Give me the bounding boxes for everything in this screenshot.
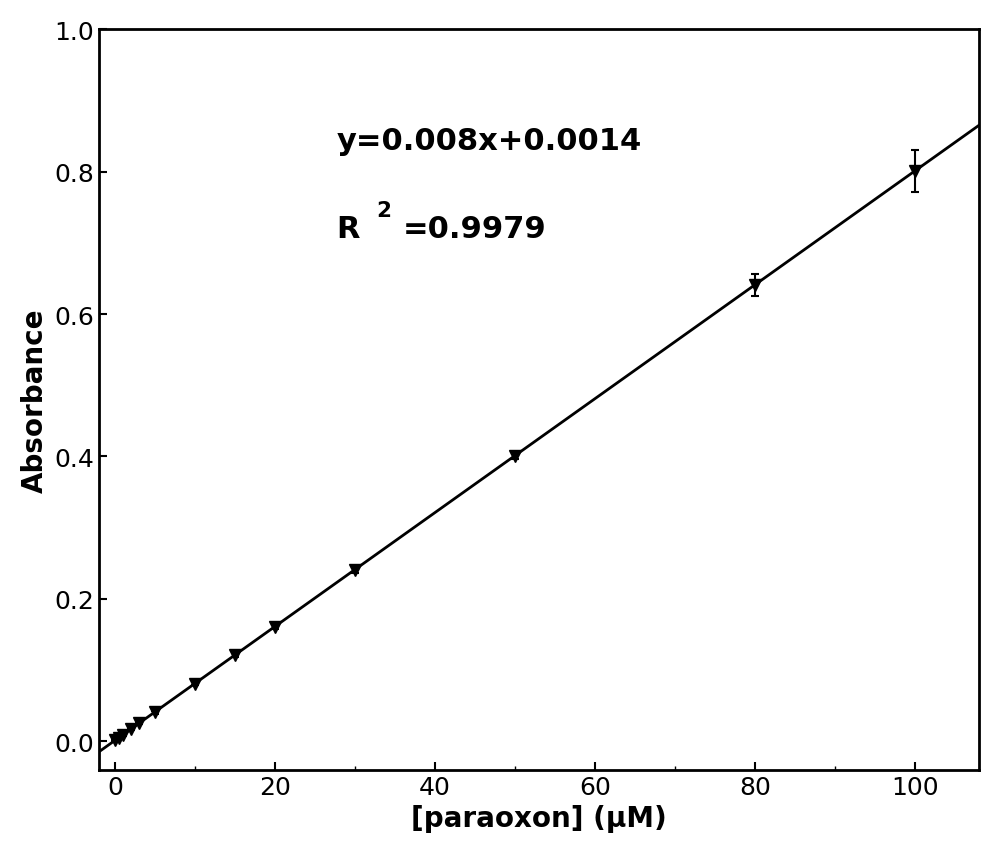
Text: R: R: [337, 215, 360, 244]
Text: 2: 2: [376, 200, 391, 220]
X-axis label: [paraoxon] (μM): [paraoxon] (μM): [411, 804, 667, 833]
Y-axis label: Absorbance: Absorbance: [21, 308, 49, 492]
Text: =0.9979: =0.9979: [403, 215, 546, 244]
Text: y=0.008x+0.0014: y=0.008x+0.0014: [337, 126, 642, 155]
